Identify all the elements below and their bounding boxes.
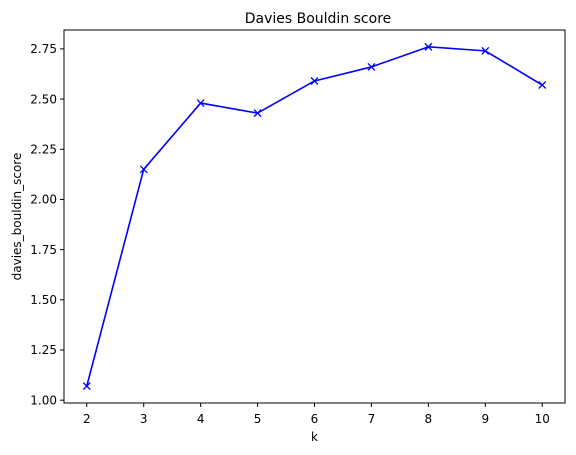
y-tick-label: 2.75 xyxy=(30,42,57,56)
y-tick-label: 1.75 xyxy=(30,243,57,257)
data-point xyxy=(481,46,490,55)
y-tick-label: 2.25 xyxy=(30,142,57,156)
y-tick-label: 1.50 xyxy=(30,293,57,307)
series-layer xyxy=(82,42,547,391)
data-point xyxy=(139,165,148,174)
data-point xyxy=(367,62,376,71)
plot-frame xyxy=(63,29,566,404)
y-axis-label: davies_bouldin_score xyxy=(10,153,24,281)
x-axis-label: k xyxy=(311,430,318,444)
x-tick-label: 6 xyxy=(311,412,319,426)
chart-title: Davies Bouldin score xyxy=(245,11,392,27)
y-tick-label: 2.00 xyxy=(30,193,57,207)
x-tick-label: 10 xyxy=(535,412,550,426)
x-tick-label: 3 xyxy=(140,412,148,426)
y-tick-label: 2.50 xyxy=(30,92,57,106)
x-tick-label: 2 xyxy=(83,412,91,426)
y-tick-label: 1.25 xyxy=(30,343,57,357)
x-tick-label: 9 xyxy=(481,412,489,426)
plot-background xyxy=(64,30,565,403)
x-tick-label: 4 xyxy=(197,412,205,426)
data-point xyxy=(424,42,433,51)
x-axis: 2 3 4 5 6 7 8 9 10 xyxy=(83,403,550,426)
y-tick-label: 1.00 xyxy=(30,393,57,407)
data-point xyxy=(196,99,205,108)
x-tick-label: 7 xyxy=(368,412,376,426)
y-axis: 1.00 1.25 1.50 1.75 2.00 2.25 2.50 2.75 xyxy=(30,42,64,407)
x-tick-label: 8 xyxy=(425,412,433,426)
plot-area xyxy=(64,30,565,403)
data-point xyxy=(310,77,319,85)
data-point xyxy=(253,109,262,118)
data-point xyxy=(82,382,91,391)
x-tick-label: 5 xyxy=(254,412,262,426)
data-point xyxy=(538,81,547,89)
